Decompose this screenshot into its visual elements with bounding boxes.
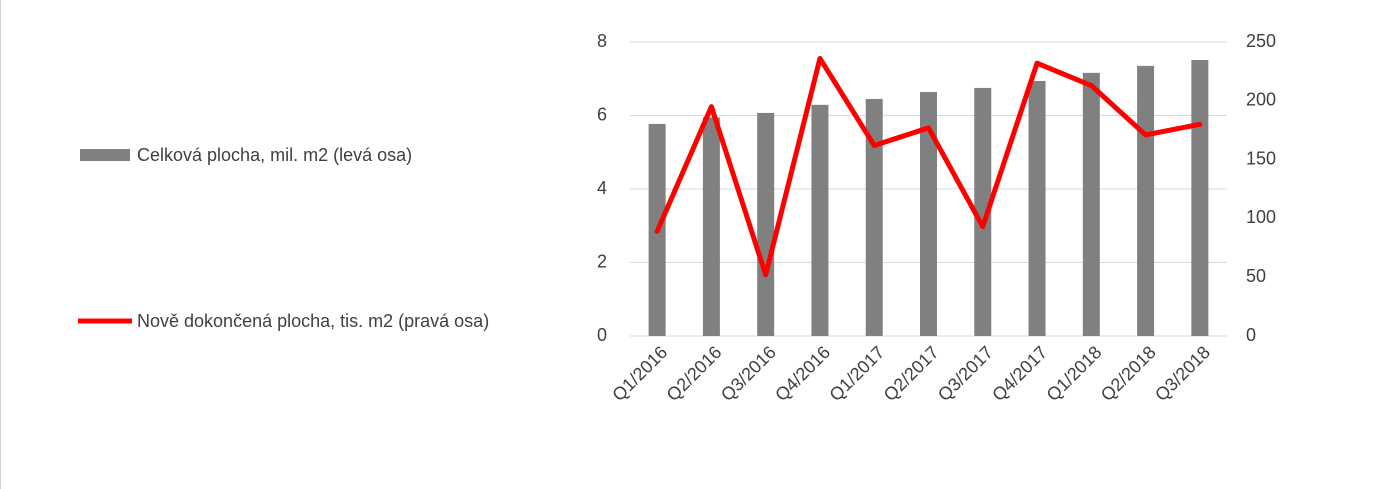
- x-tick-label: Q3/2016: [717, 342, 780, 405]
- line: [654, 55, 1203, 278]
- bar: [920, 91, 937, 336]
- bar: [865, 98, 883, 337]
- x-tick-label: Q1/2018: [1043, 342, 1106, 405]
- bar: [1191, 60, 1209, 336]
- x-tick-label: Q4/2017: [988, 342, 1051, 405]
- x-tick-label: Q1/2016: [608, 342, 671, 405]
- legend-entry: Nově dokončená plocha, tis. m2 (pravá os…: [137, 311, 490, 331]
- bar: [757, 112, 775, 337]
- y2-tick-label: 150: [1246, 148, 1276, 168]
- y2-tick-label: 0: [1246, 325, 1256, 345]
- x-tick-label: Q3/2017: [934, 342, 997, 405]
- y2-tick-label: 200: [1246, 90, 1276, 110]
- bar: [702, 117, 720, 337]
- bar: [974, 87, 992, 336]
- y2-tick-label: 50: [1246, 266, 1266, 286]
- x-tick-label: Q4/2016: [771, 342, 834, 405]
- x-tick-label: Q2/2016: [663, 342, 726, 405]
- bar: [1137, 65, 1155, 336]
- y2-tick-label: 100: [1246, 207, 1276, 227]
- legend-entry: Celková plocha, mil. m2 (levá osa): [137, 145, 413, 165]
- bar: [811, 104, 829, 336]
- y-tick-label: 0: [597, 325, 607, 345]
- x-tick-label: Q3/2018: [1151, 342, 1214, 405]
- x-tick-label: Q2/2018: [1097, 342, 1160, 405]
- y2-tick-label: 250: [1246, 31, 1276, 51]
- legend-swatch-bar: [80, 149, 130, 161]
- y-tick-label: 4: [597, 178, 607, 198]
- bar: [1082, 72, 1100, 337]
- y-tick-label: 6: [597, 104, 607, 124]
- x-tick-label: Q2/2017: [880, 342, 943, 405]
- bar: [1028, 80, 1046, 336]
- x-tick-label: Q1/2017: [825, 342, 888, 405]
- y-tick-label: 8: [597, 31, 607, 51]
- y-tick-label: 2: [597, 251, 607, 271]
